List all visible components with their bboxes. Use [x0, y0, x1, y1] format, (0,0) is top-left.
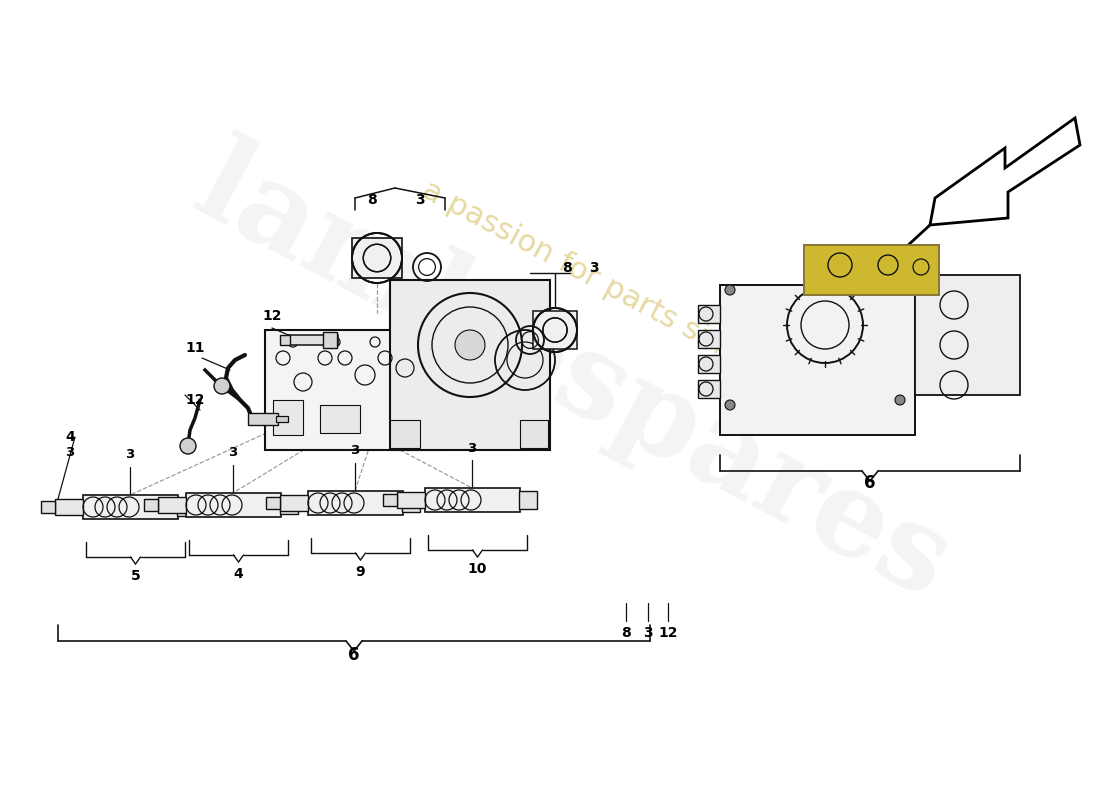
Text: 3: 3 [590, 261, 598, 275]
FancyBboxPatch shape [720, 285, 915, 435]
Text: lambospares: lambospares [176, 129, 968, 623]
FancyBboxPatch shape [280, 335, 290, 345]
FancyBboxPatch shape [390, 420, 420, 448]
FancyBboxPatch shape [280, 495, 308, 511]
FancyBboxPatch shape [288, 335, 338, 345]
FancyBboxPatch shape [55, 499, 82, 515]
Text: 12: 12 [185, 393, 205, 407]
Circle shape [725, 285, 735, 295]
Text: 3: 3 [415, 193, 425, 207]
Text: 12: 12 [262, 309, 282, 323]
Circle shape [455, 330, 485, 360]
FancyBboxPatch shape [402, 494, 420, 512]
FancyBboxPatch shape [280, 496, 298, 514]
FancyBboxPatch shape [698, 355, 720, 373]
FancyBboxPatch shape [698, 380, 720, 398]
FancyBboxPatch shape [804, 245, 939, 295]
Text: 11: 11 [185, 341, 205, 355]
Text: 9: 9 [355, 565, 365, 579]
FancyBboxPatch shape [320, 405, 360, 433]
FancyBboxPatch shape [390, 280, 550, 450]
Text: 3: 3 [644, 626, 652, 640]
FancyBboxPatch shape [519, 491, 537, 509]
FancyBboxPatch shape [698, 305, 720, 323]
Text: 12: 12 [658, 626, 678, 640]
Text: 8: 8 [621, 626, 631, 640]
Text: 10: 10 [468, 562, 487, 576]
Text: 8: 8 [367, 193, 377, 207]
Circle shape [180, 438, 196, 454]
FancyBboxPatch shape [397, 492, 425, 508]
FancyBboxPatch shape [323, 332, 337, 348]
FancyBboxPatch shape [273, 400, 303, 435]
FancyBboxPatch shape [698, 330, 720, 348]
Circle shape [214, 378, 230, 394]
FancyBboxPatch shape [144, 499, 158, 511]
Text: 3: 3 [468, 442, 476, 454]
FancyBboxPatch shape [41, 501, 55, 513]
FancyBboxPatch shape [265, 330, 446, 450]
Circle shape [725, 400, 735, 410]
Circle shape [895, 395, 905, 405]
FancyBboxPatch shape [915, 275, 1020, 395]
FancyBboxPatch shape [520, 420, 548, 448]
Text: 3: 3 [351, 445, 360, 458]
FancyBboxPatch shape [82, 495, 178, 519]
FancyBboxPatch shape [352, 238, 402, 278]
Text: 4: 4 [233, 567, 243, 581]
Text: 3: 3 [65, 446, 75, 458]
Text: 6: 6 [865, 474, 876, 492]
Text: 8: 8 [562, 261, 572, 275]
FancyBboxPatch shape [248, 413, 278, 425]
FancyBboxPatch shape [276, 416, 288, 422]
Text: 3: 3 [125, 449, 134, 462]
Text: 3: 3 [229, 446, 238, 459]
FancyBboxPatch shape [266, 497, 280, 509]
FancyBboxPatch shape [177, 498, 195, 516]
FancyBboxPatch shape [186, 493, 280, 517]
FancyBboxPatch shape [534, 311, 578, 349]
FancyBboxPatch shape [425, 488, 520, 512]
Text: 5: 5 [131, 569, 141, 583]
FancyBboxPatch shape [158, 497, 186, 513]
Text: 4: 4 [65, 430, 75, 444]
FancyBboxPatch shape [383, 494, 397, 506]
FancyBboxPatch shape [308, 491, 403, 515]
Text: 6: 6 [349, 646, 360, 664]
Text: a passion for parts since 1999: a passion for parts since 1999 [417, 175, 837, 417]
